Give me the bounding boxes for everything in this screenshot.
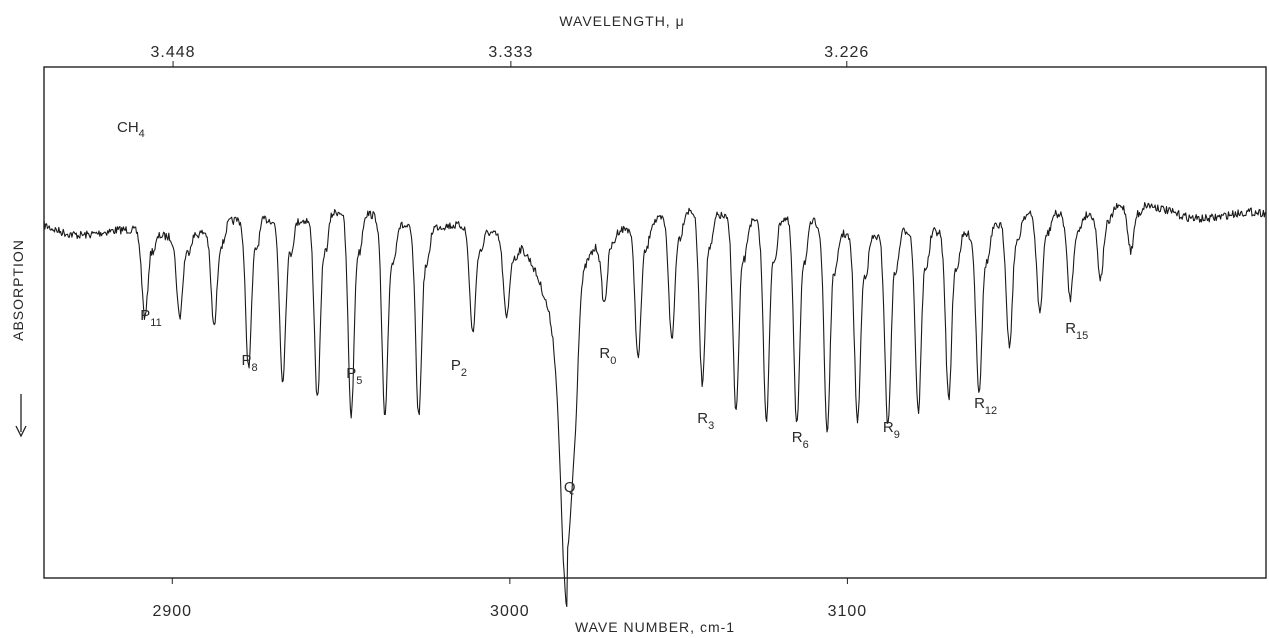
band-annotations: P11 P8 P5 P2 Q R0 R3 R6 R9 R12 R15 xyxy=(140,307,1088,496)
band-label-r6: R6 xyxy=(792,429,809,451)
x2-tick-labels: 3.448 3.333 3.226 xyxy=(151,44,869,67)
band-label-p5: P5 xyxy=(346,365,362,387)
band-label-p8: P8 xyxy=(242,352,258,374)
x-tick-label: 3000 xyxy=(490,603,530,620)
band-label-r3: R3 xyxy=(697,410,714,432)
spectrum-trace-layer xyxy=(43,202,1267,608)
plot-frame xyxy=(43,66,1267,579)
y-axis-title: ABSORPTION xyxy=(10,239,26,341)
x2-tick-label: 3.448 xyxy=(151,44,196,61)
band-label-r15: R15 xyxy=(1065,320,1088,342)
band-label-r0: R0 xyxy=(599,345,616,367)
y-direction-arrow xyxy=(15,394,27,438)
x2-tick-label: 3.333 xyxy=(488,44,533,61)
x-tick-labels: 2900 3000 3100 xyxy=(152,578,868,620)
x-axis-title: WAVE NUMBER, cm-1 xyxy=(575,619,735,635)
band-label-p11: P11 xyxy=(140,307,161,329)
chart-title: CH4 xyxy=(117,119,145,140)
x-tick-label: 3100 xyxy=(828,603,868,620)
band-label-r12: R12 xyxy=(974,395,997,417)
x2-tick-label: 3.226 xyxy=(824,44,869,61)
x2-axis-title: WAVELENGTH, μ xyxy=(559,13,684,29)
band-label-q: Q xyxy=(564,479,576,496)
band-label-p2: P2 xyxy=(451,357,467,379)
band-label-r9: R9 xyxy=(883,419,900,441)
x-tick-label: 2900 xyxy=(152,603,192,620)
spectrum-line xyxy=(43,202,1267,608)
